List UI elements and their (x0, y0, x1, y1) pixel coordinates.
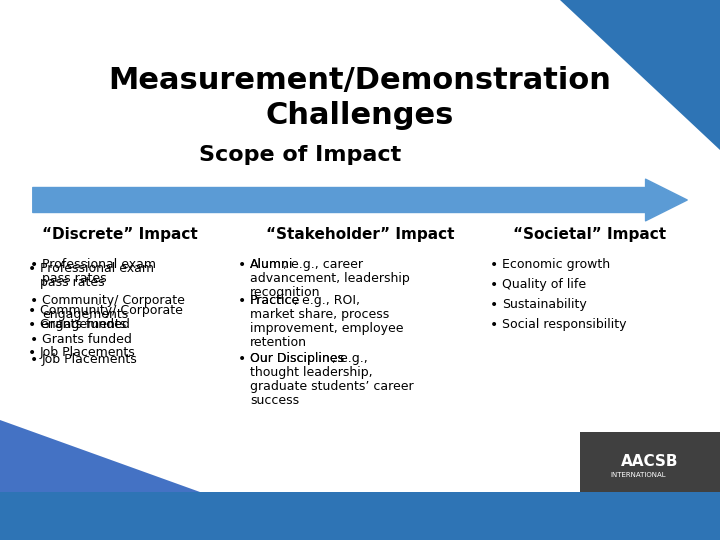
Text: Job Placements: Job Placements (42, 353, 138, 366)
Text: Community/ Corporate: Community/ Corporate (42, 294, 185, 307)
Text: recognition: recognition (250, 286, 320, 299)
Text: improvement, employee: improvement, employee (250, 322, 403, 335)
Text: , e.g.,: , e.g., (333, 352, 368, 365)
Text: thought leadership,: thought leadership, (250, 366, 373, 379)
Text: graduate students’ career: graduate students’ career (250, 380, 413, 393)
Text: “Societal” Impact: “Societal” Impact (513, 227, 667, 242)
Text: engagements: engagements (40, 318, 126, 331)
Text: •: • (490, 298, 498, 312)
Text: Our Disciplines: Our Disciplines (250, 352, 344, 365)
Text: •: • (30, 294, 38, 308)
Polygon shape (560, 0, 720, 150)
Text: Quality of life: Quality of life (502, 278, 586, 291)
Polygon shape (0, 420, 200, 492)
Text: Community/ Corporate: Community/ Corporate (40, 304, 183, 317)
Text: “Discrete” Impact: “Discrete” Impact (42, 227, 198, 242)
Text: •: • (490, 278, 498, 292)
Text: Practice: Practice (250, 294, 300, 307)
Text: Professional exam: Professional exam (42, 258, 156, 271)
Text: “Stakeholder” Impact: “Stakeholder” Impact (266, 227, 454, 242)
Text: Challenges: Challenges (266, 100, 454, 130)
Text: Economic growth: Economic growth (502, 258, 610, 271)
Text: , e.g., ROI,: , e.g., ROI, (294, 294, 360, 307)
Text: •: • (490, 258, 498, 272)
Text: , e.g., career: , e.g., career (283, 258, 363, 271)
Text: Measurement/Demonstration: Measurement/Demonstration (109, 65, 611, 94)
Text: •: • (28, 304, 36, 318)
FancyBboxPatch shape (580, 432, 720, 492)
Text: •: • (490, 318, 498, 332)
Text: Practice: Practice (250, 294, 300, 307)
Text: •: • (28, 318, 36, 332)
Text: Alumni: Alumni (250, 258, 293, 271)
Text: Professional exam: Professional exam (40, 262, 154, 275)
Text: •: • (28, 262, 36, 276)
Text: •: • (238, 294, 246, 308)
FancyBboxPatch shape (0, 492, 720, 540)
Text: success: success (250, 394, 299, 407)
Text: retention: retention (250, 336, 307, 349)
Text: Scope of Impact: Scope of Impact (199, 145, 401, 165)
Text: Job Placements: Job Placements (40, 346, 136, 359)
Text: •: • (30, 353, 38, 367)
Text: Grants funded: Grants funded (40, 318, 130, 331)
Text: 34: 34 (672, 463, 690, 477)
Text: engagements: engagements (42, 308, 128, 321)
Text: Our Disciplines: Our Disciplines (250, 352, 344, 365)
Text: •: • (238, 352, 246, 366)
Text: Grants funded: Grants funded (42, 333, 132, 346)
Text: Social responsibility: Social responsibility (502, 318, 626, 331)
Text: •: • (30, 333, 38, 347)
Text: pass rates: pass rates (40, 276, 104, 289)
Text: Alumni: Alumni (250, 258, 293, 271)
FancyArrowPatch shape (33, 179, 687, 221)
Text: Sustainability: Sustainability (502, 298, 587, 311)
Text: AACSB: AACSB (621, 455, 679, 469)
Text: •: • (238, 258, 246, 272)
Text: INTERNATIONAL: INTERNATIONAL (610, 472, 666, 478)
Text: •: • (30, 258, 38, 272)
Text: •: • (28, 346, 36, 360)
Text: advancement, leadership: advancement, leadership (250, 272, 410, 285)
Text: pass rates: pass rates (42, 272, 107, 285)
Text: market share, process: market share, process (250, 308, 390, 321)
